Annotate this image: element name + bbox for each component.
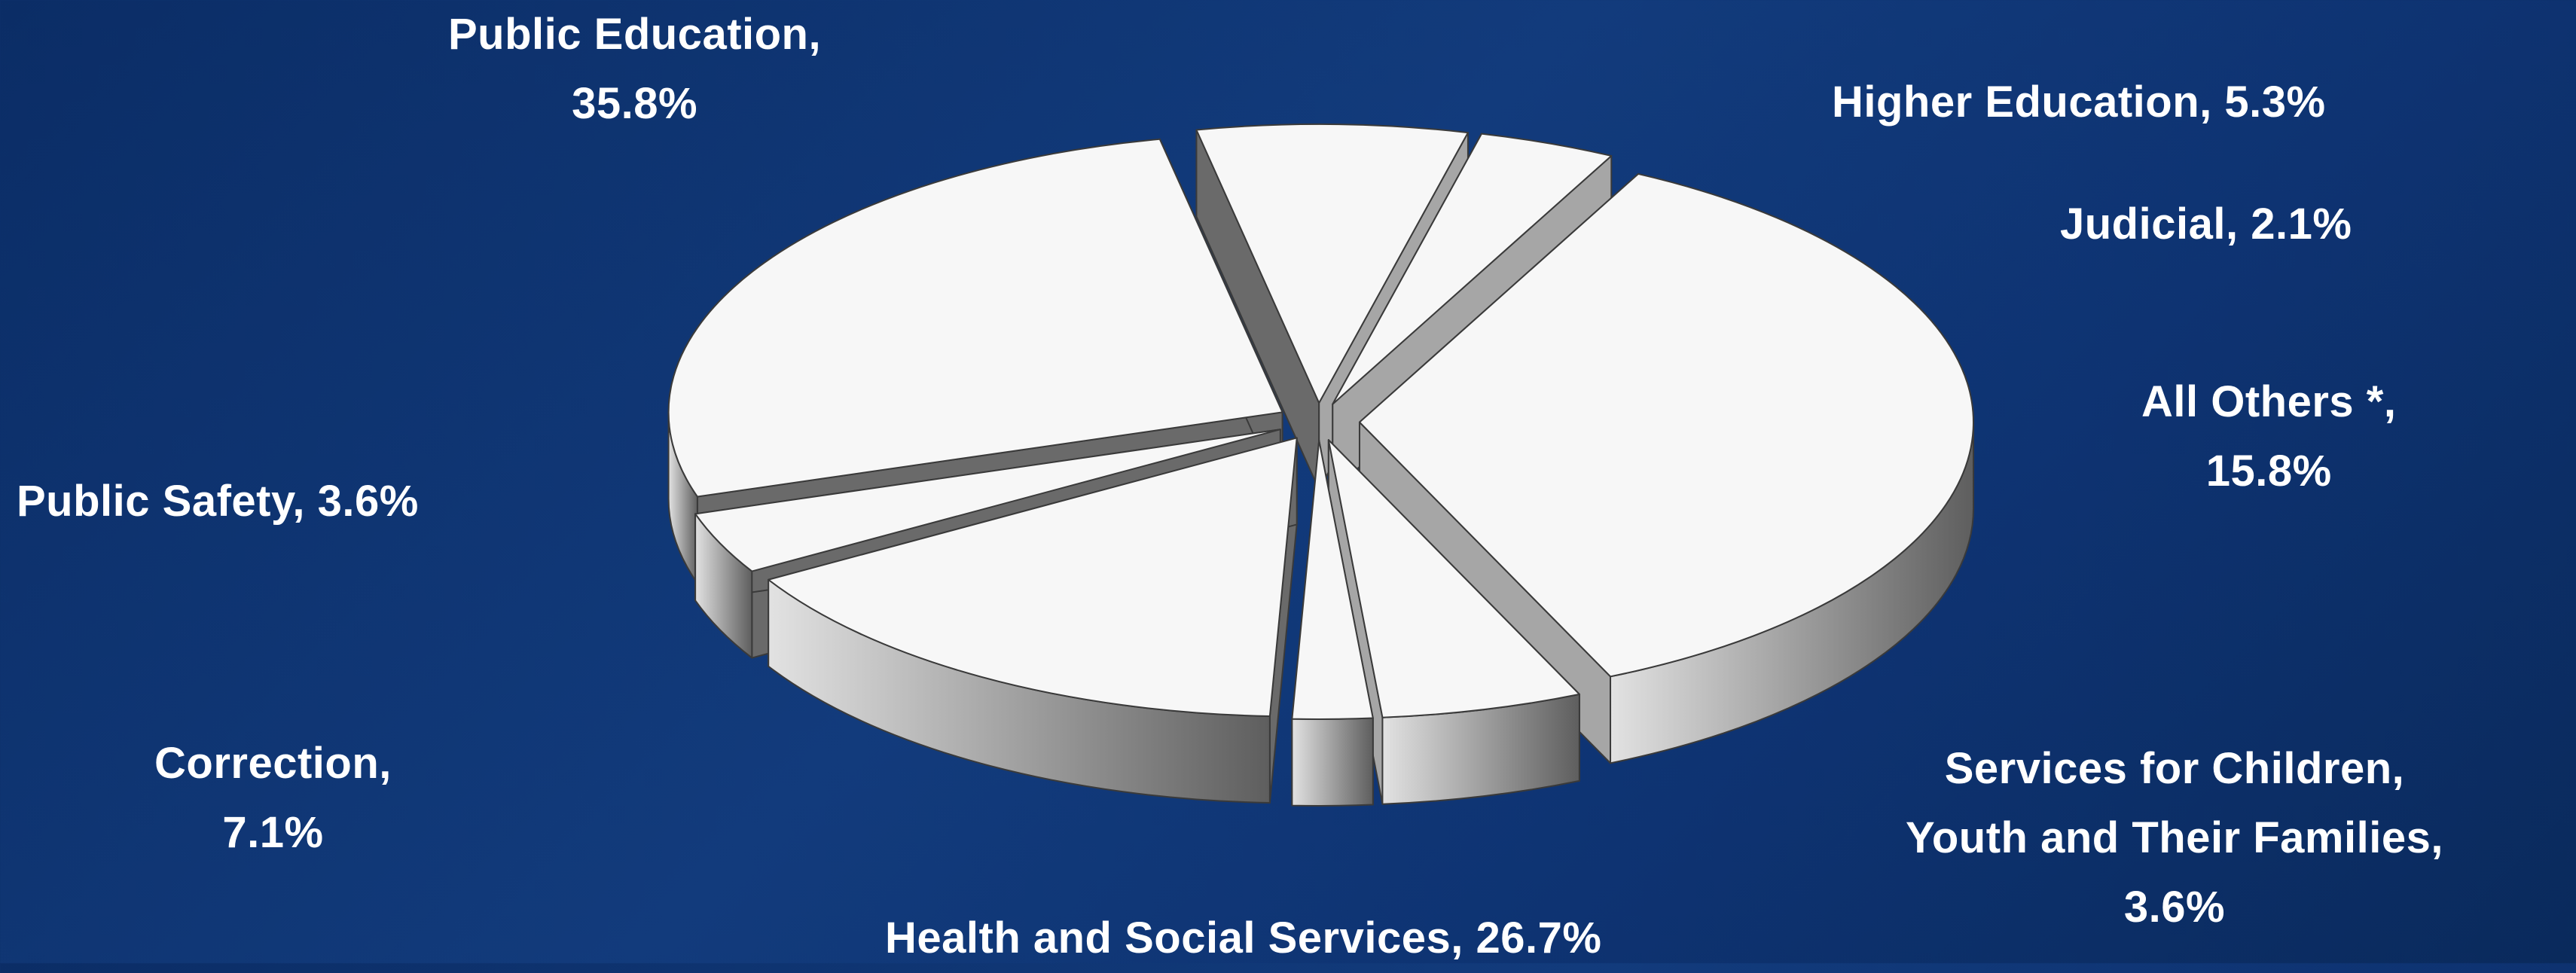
label-public-safety: Public Safety, 3.6% — [17, 477, 419, 526]
slice-top-higher-education — [1327, 439, 1580, 718]
label-judicial: Judicial, 2.1% — [2060, 200, 2352, 249]
slice-side-judicial-0 — [1291, 717, 1374, 807]
slice-top-public-education — [1358, 172, 1974, 678]
label-higher-education: Higher Education, 5.3% — [1832, 78, 2326, 127]
slice-top-health-and-social-services — [667, 138, 1283, 498]
slice-all-others — [768, 437, 1298, 804]
slice-top-services-for-children-youth-and-their-families — [694, 429, 1281, 572]
slice-top-all-others — [768, 437, 1298, 718]
label-services-children: Services for Children, Youth and Their F… — [1906, 744, 2443, 932]
slice-top-judicial — [1291, 439, 1374, 720]
slice-top-public-safety — [1332, 133, 1613, 405]
label-correction: Correction, 7.1% — [154, 739, 392, 857]
label-all-others: All Others *, 15.8% — [2141, 377, 2397, 496]
slice-top-correction — [1195, 124, 1469, 404]
slice-judicial — [1291, 439, 1374, 807]
slice-higher-education — [1327, 439, 1580, 805]
label-public-education: Public Education, 35.8% — [448, 10, 822, 128]
label-health-social: Health and Social Services, 26.7% — [885, 914, 1602, 962]
